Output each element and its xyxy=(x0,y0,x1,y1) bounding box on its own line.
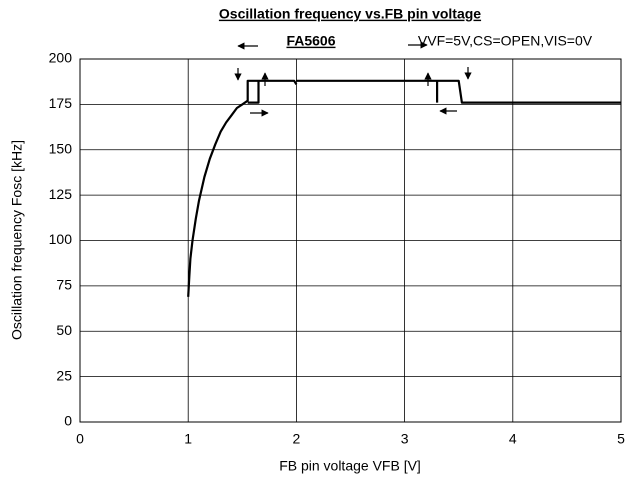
y-tick-label: 125 xyxy=(49,186,73,202)
y-axis-label: Oscillation frequency Fosc [kHz] xyxy=(9,140,25,340)
y-tick-label: 200 xyxy=(49,50,73,66)
y-tick-label: 150 xyxy=(49,140,73,156)
line xyxy=(187,79,621,297)
x-tick-label: 1 xyxy=(184,431,192,447)
x-tick-label: 0 xyxy=(76,431,84,447)
y-tick-label: 50 xyxy=(56,322,72,338)
plot-border xyxy=(79,58,622,423)
x-axis-label: FB pin voltage VFB [V] xyxy=(279,458,421,474)
arrows xyxy=(234,41,472,117)
y-tick-label: 25 xyxy=(56,367,72,383)
x-tick-label: 5 xyxy=(617,431,625,447)
x-tick-label: 2 xyxy=(293,431,301,447)
y-tick-label: 175 xyxy=(49,95,73,111)
chart-title: Oscillation frequency vs.FB pin voltage xyxy=(219,6,481,22)
x-tick-label: 3 xyxy=(401,431,409,447)
annotation: VVF=5V,CS=OPEN,VIS=0V xyxy=(418,33,593,49)
y-tick-label: 75 xyxy=(56,277,72,293)
x-tick-label: 4 xyxy=(509,431,517,447)
subtitle: FA5606 xyxy=(286,33,335,49)
y-tick-label: 100 xyxy=(49,231,73,247)
y-tick-label: 0 xyxy=(64,413,72,429)
